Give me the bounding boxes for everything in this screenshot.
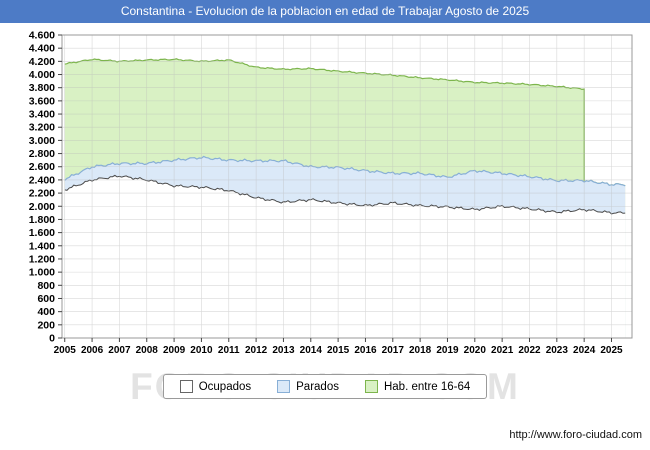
legend-item: Hab. entre 16-64 bbox=[365, 380, 470, 393]
x-tick-label: 2008 bbox=[136, 345, 159, 356]
y-tick-label: 1.400 bbox=[29, 240, 55, 252]
x-tick-label: 2009 bbox=[163, 345, 186, 356]
y-tick-label: 3.400 bbox=[29, 109, 55, 121]
x-tick-label: 2005 bbox=[54, 345, 77, 356]
legend-item: Ocupados bbox=[180, 380, 251, 393]
x-tick-label: 2022 bbox=[518, 345, 541, 356]
x-tick-label: 2018 bbox=[409, 345, 432, 356]
x-tick-label: 2016 bbox=[354, 345, 377, 356]
x-tick-label: 2014 bbox=[300, 345, 323, 356]
legend-swatch bbox=[365, 380, 378, 393]
chart-page: Constantina - Evolucion de la poblacion … bbox=[0, 0, 650, 450]
y-tick-label: 2.000 bbox=[29, 201, 55, 213]
x-tick-label: 2025 bbox=[600, 345, 623, 356]
y-tick-label: 1.000 bbox=[29, 267, 55, 279]
x-tick-label: 2010 bbox=[190, 345, 213, 356]
y-tick-label: 800 bbox=[37, 280, 55, 292]
y-tick-label: 3.200 bbox=[29, 122, 55, 134]
y-tick-label: 400 bbox=[37, 306, 55, 318]
y-tick-label: 4.000 bbox=[29, 69, 55, 81]
y-tick-label: 1.200 bbox=[29, 253, 55, 265]
page-title: Constantina - Evolucion de la poblacion … bbox=[0, 0, 650, 23]
chart-area: 02004006008001.0001.2001.4001.6001.8002.… bbox=[0, 23, 650, 373]
legend-swatch bbox=[180, 380, 193, 393]
y-tick-label: 200 bbox=[37, 319, 55, 331]
y-tick-label: 4.200 bbox=[29, 56, 55, 68]
legend-swatch bbox=[277, 380, 290, 393]
y-tick-label: 2.800 bbox=[29, 148, 55, 160]
y-tick-label: 3.800 bbox=[29, 82, 55, 94]
legend-label: Hab. entre 16-64 bbox=[384, 381, 470, 393]
population-chart-svg: 02004006008001.0001.2001.4001.6001.8002.… bbox=[0, 23, 650, 373]
x-tick-label: 2020 bbox=[464, 345, 487, 356]
x-tick-label: 2011 bbox=[218, 345, 240, 356]
x-tick-label: 2024 bbox=[573, 345, 596, 356]
legend-item: Parados bbox=[277, 380, 339, 393]
x-tick-label: 2015 bbox=[327, 345, 350, 356]
legend-label: Parados bbox=[296, 381, 339, 393]
x-tick-label: 2012 bbox=[245, 345, 268, 356]
y-tick-label: 4.400 bbox=[29, 43, 55, 55]
legend-label: Ocupados bbox=[199, 381, 251, 393]
y-tick-label: 0 bbox=[49, 333, 55, 345]
x-tick-label: 2017 bbox=[382, 345, 405, 356]
x-tick-label: 2019 bbox=[436, 345, 459, 356]
x-tick-label: 2023 bbox=[546, 345, 569, 356]
y-tick-label: 2.600 bbox=[29, 161, 55, 173]
x-tick-label: 2007 bbox=[108, 345, 131, 356]
y-tick-label: 1.600 bbox=[29, 227, 55, 239]
y-tick-label: 600 bbox=[37, 293, 55, 305]
site-url: http://www.foro-ciudad.com bbox=[509, 429, 642, 441]
x-tick-label: 2021 bbox=[491, 345, 514, 356]
y-tick-label: 2.400 bbox=[29, 174, 55, 186]
y-tick-label: 4.600 bbox=[29, 30, 55, 42]
legend: Ocupados Parados Hab. entre 16-64 bbox=[0, 374, 650, 399]
x-tick-label: 2013 bbox=[272, 345, 295, 356]
legend-box: Ocupados Parados Hab. entre 16-64 bbox=[163, 374, 488, 399]
y-tick-label: 2.200 bbox=[29, 188, 55, 200]
y-tick-label: 3.000 bbox=[29, 135, 55, 147]
y-tick-label: 1.800 bbox=[29, 214, 55, 226]
x-tick-label: 2006 bbox=[81, 345, 104, 356]
y-tick-label: 3.600 bbox=[29, 95, 55, 107]
